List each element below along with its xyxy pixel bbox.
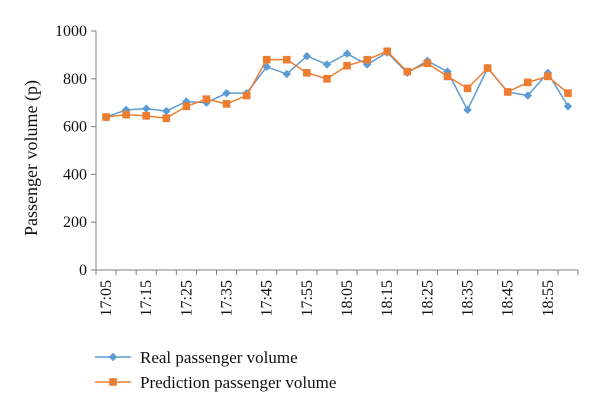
y-axis-ticks: 0 200 400 600 800 1000	[55, 23, 96, 279]
data-point	[563, 102, 573, 111]
data-point	[423, 59, 432, 68]
data-point	[323, 75, 331, 83]
y-tick-label: 800	[63, 71, 87, 88]
data-point	[564, 89, 572, 97]
data-point	[463, 84, 472, 93]
data-point	[142, 112, 151, 120]
x-tick-label: 18:35	[460, 280, 477, 316]
x-tick-label: 18:55	[540, 280, 557, 316]
data-point	[443, 72, 452, 81]
data-point	[242, 91, 251, 100]
series-line	[105, 50, 569, 120]
y-tick-label: 400	[63, 166, 87, 183]
legend-item: Prediction passenger volume	[95, 373, 336, 392]
series-2	[102, 47, 572, 123]
x-tick-label: 18:05	[339, 280, 356, 316]
x-tick-label: 17:25	[178, 280, 195, 316]
data-point	[503, 88, 512, 96]
x-axis-ticks: 17:05 17:15 17:25 17:35 17:45 17:55 18:05 18:15…	[95, 270, 579, 316]
data-point	[162, 106, 171, 116]
data-point	[142, 104, 151, 113]
x-tick-label: 18:15	[379, 280, 396, 316]
y-tick-label: 600	[63, 119, 87, 136]
data-point	[403, 67, 412, 76]
data-point	[523, 91, 532, 100]
data-point	[202, 95, 211, 103]
y-axis-title: Passenger volume (p)	[21, 80, 42, 236]
legend-label: Real passenger volume	[140, 348, 298, 367]
data-point	[122, 110, 130, 119]
data-point	[162, 114, 171, 123]
legend: Real passenger volume Prediction passenge…	[95, 348, 336, 392]
data-point	[222, 88, 231, 98]
data-point	[262, 55, 271, 64]
x-tick-label: 17:15	[138, 280, 155, 316]
data-point	[182, 102, 191, 111]
x-tick-label: 17:35	[219, 280, 236, 316]
data-point	[303, 69, 311, 77]
legend-item: Real passenger volume	[95, 348, 298, 367]
data-point	[342, 49, 352, 58]
data-point	[222, 100, 231, 108]
data-point	[302, 51, 312, 61]
data-point	[463, 105, 472, 115]
legend-label: Prediction passenger volume	[140, 373, 336, 392]
series-layer	[101, 47, 573, 123]
x-tick-label: 17:55	[299, 280, 316, 316]
data-point	[363, 55, 371, 64]
data-point	[282, 55, 291, 64]
data-point	[322, 60, 332, 69]
x-tick-label: 17:45	[259, 280, 276, 316]
x-tick-label: 18:45	[500, 280, 517, 316]
x-tick-label: 18:25	[419, 280, 436, 316]
data-point	[182, 97, 191, 106]
series-line	[105, 51, 569, 118]
data-point	[523, 78, 532, 87]
y-tick-label: 0	[79, 262, 87, 279]
legend-marker	[109, 378, 117, 386]
y-tick-label: 1000	[55, 23, 87, 40]
data-point	[343, 61, 351, 70]
legend-marker	[108, 352, 118, 362]
data-point	[102, 113, 110, 121]
y-tick-label: 200	[63, 214, 87, 231]
data-point	[383, 47, 392, 56]
data-point	[282, 69, 291, 79]
data-point	[544, 72, 552, 81]
x-tick-label: 17:05	[98, 280, 115, 316]
data-point	[483, 64, 492, 72]
axes	[95, 31, 578, 271]
